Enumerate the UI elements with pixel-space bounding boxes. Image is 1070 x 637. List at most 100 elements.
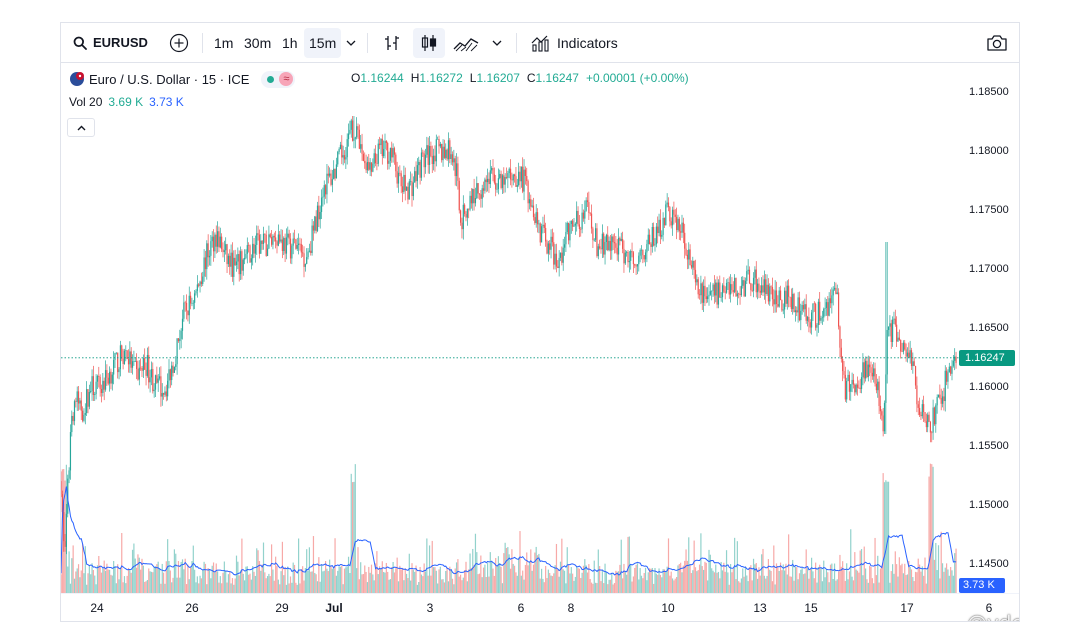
candle-body	[265, 234, 267, 256]
collapse-legend-button[interactable]	[67, 118, 95, 137]
candle-body	[307, 251, 309, 258]
volume-bar	[127, 567, 130, 593]
volume-bar	[897, 576, 899, 593]
candle-body	[408, 181, 410, 200]
candle-body	[423, 153, 425, 168]
candle-body	[333, 168, 335, 180]
candle-body	[570, 220, 572, 224]
volume-bar	[943, 571, 945, 593]
market-status-pill[interactable]: ≈	[261, 70, 296, 88]
candle-body	[395, 154, 397, 172]
volume-bar	[470, 567, 472, 593]
volume-bar	[877, 555, 879, 593]
interval-1h-button[interactable]: 1h	[282, 34, 298, 51]
volume-bar	[496, 566, 498, 593]
volume-bar	[947, 569, 949, 593]
candle-body	[624, 252, 626, 264]
candle-body	[684, 232, 686, 249]
candle-body	[900, 339, 902, 352]
volume-bar	[140, 569, 142, 593]
bar-chart-type-button[interactable]	[376, 28, 408, 58]
interval-1m-button[interactable]: 1m	[214, 34, 234, 51]
chart-frame: EURUSD 1m 30m 1h 15m	[60, 22, 1020, 622]
volume-bar	[829, 564, 832, 593]
candle-body	[269, 234, 271, 238]
candle-body	[154, 375, 157, 390]
candle-body	[489, 170, 491, 185]
volume-bar	[366, 582, 369, 593]
volume-bar	[819, 564, 821, 593]
volume-bar	[91, 563, 93, 593]
candle-body	[588, 202, 590, 213]
volume-bar	[662, 569, 664, 593]
candle-body	[842, 359, 844, 372]
candle-body	[800, 310, 802, 321]
candle-body	[944, 370, 946, 402]
candle-body	[231, 252, 234, 277]
candle-body	[104, 370, 107, 390]
time-scale[interactable]: 24 26 29 Jul 3 6 8 10 13 15 17 6	[61, 593, 1019, 621]
volume-bar	[289, 576, 292, 593]
compare-symbol-button[interactable]	[167, 28, 191, 58]
candle-body	[509, 168, 512, 180]
candle-body	[308, 250, 310, 252]
volume-bar	[61, 574, 62, 593]
candle-body	[639, 250, 641, 256]
candle-body	[828, 298, 830, 316]
volume-bar	[873, 583, 875, 593]
candle-body	[447, 140, 450, 160]
volume-bar	[557, 569, 559, 593]
volume-bar	[113, 560, 115, 593]
volume-bar	[690, 573, 693, 593]
volume-bar	[906, 574, 909, 593]
volume-bar	[635, 564, 637, 593]
candle-body	[531, 205, 533, 207]
area-chart-type-button[interactable]	[450, 28, 482, 58]
candle-body	[331, 179, 333, 185]
candle-body	[491, 168, 493, 171]
volume-bar	[406, 573, 408, 593]
candle-body	[477, 183, 479, 194]
symbol-search-button[interactable]: EURUSD	[69, 28, 151, 58]
volume-bar	[298, 538, 300, 593]
volume-bar	[339, 566, 342, 593]
volume-bar	[751, 580, 753, 593]
volume-bar	[408, 553, 410, 593]
price-chart[interactable]	[61, 23, 1019, 593]
candle-body	[346, 139, 348, 158]
volume-bar	[314, 572, 316, 593]
volume-bar	[821, 581, 823, 593]
candle-body	[661, 234, 663, 237]
candle-body	[191, 303, 193, 304]
volume-bar	[765, 578, 767, 593]
chart-type-dropdown-button[interactable]	[489, 28, 505, 58]
volume-bar	[848, 571, 850, 593]
candle-body	[607, 234, 609, 251]
screenshot-button[interactable]	[983, 28, 1011, 58]
volume-bar	[196, 576, 198, 593]
chevron-down-icon	[346, 40, 356, 46]
volume-bar	[573, 580, 575, 593]
interval-dropdown-button[interactable]	[343, 28, 359, 58]
candle-body	[719, 282, 721, 298]
volume-bar	[713, 572, 715, 593]
interval-15m-button[interactable]: 15m	[304, 27, 342, 58]
volume-bar	[82, 544, 84, 593]
interval-30m-button[interactable]: 30m	[244, 34, 272, 51]
candle-body	[701, 283, 703, 303]
candle-body	[673, 209, 675, 215]
volume-bar	[565, 583, 567, 593]
volume-legend[interactable]: Vol 20 3.69 K 3.73 K	[69, 95, 184, 109]
candle-body	[863, 362, 865, 379]
price-scale[interactable]: 1.18500 1.18000 1.17500 1.17000 1.16500 1.160…	[959, 63, 1019, 593]
candlestick-chart-type-button[interactable]	[413, 27, 445, 58]
volume-bar	[719, 578, 721, 593]
volume-bar	[599, 566, 601, 593]
candle-body	[167, 380, 169, 397]
candle-body	[848, 374, 850, 392]
candle-body	[61, 481, 62, 495]
indicators-button[interactable]: Indicators	[527, 28, 622, 58]
series-title[interactable]: Euro / U.S. Dollar · 15 · ICE	[89, 71, 250, 87]
candle-body	[468, 208, 470, 210]
candle-body	[419, 161, 421, 178]
